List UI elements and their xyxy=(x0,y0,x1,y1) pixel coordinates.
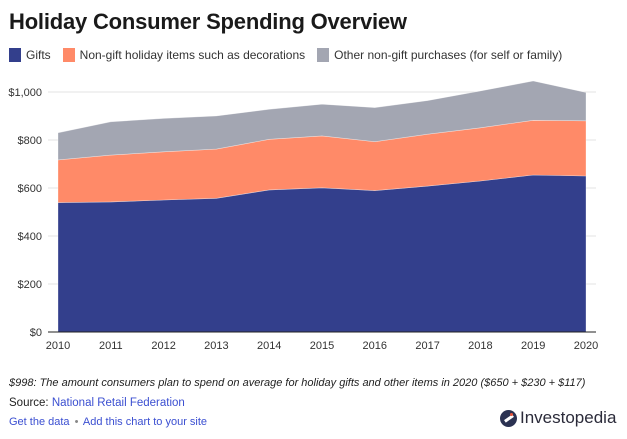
x-tick-label: 2017 xyxy=(415,340,439,352)
add-chart-link[interactable]: Add this chart to your site xyxy=(82,416,208,428)
footer-links: Get the data • Add this chart to your si… xyxy=(9,416,207,428)
x-tick-label: 2014 xyxy=(257,340,281,352)
source-link[interactable]: National Retail Federation xyxy=(51,397,185,409)
source-line: Source: National Retail Federation xyxy=(9,397,185,409)
stacked-areas xyxy=(57,80,587,333)
x-tick-label: 2010 xyxy=(46,340,70,352)
legend-swatch-non-gift xyxy=(62,48,75,62)
legend-label-gifts: Gifts xyxy=(26,48,51,62)
legend-label-non-gift: Non-gift holiday items such as decoratio… xyxy=(79,48,306,62)
y-tick-label: $1,000 xyxy=(8,87,42,99)
x-tick-label: 2018 xyxy=(468,340,492,352)
legend-item-gifts: Gifts xyxy=(9,48,51,62)
x-tick-label: 2011 xyxy=(99,340,123,352)
chart-title: Holiday Consumer Spending Overview xyxy=(9,9,407,34)
y-tick-labels: $0 $200 $400 $600 $800 $1,000 xyxy=(8,87,42,339)
investopedia-logo-icon xyxy=(500,409,517,427)
legend-label-other: Other non-gift purchases (for self or fa… xyxy=(334,48,563,62)
x-tick-label: 2019 xyxy=(521,340,545,352)
area-other-purchases xyxy=(57,80,587,161)
brand-logo: Investopedia xyxy=(500,408,616,428)
x-tick-label: 2020 xyxy=(574,340,598,352)
x-tick-label: 2012 xyxy=(151,340,175,352)
source-label: Source: xyxy=(9,397,52,409)
legend-item-other: Other non-gift purchases (for self or fa… xyxy=(317,48,562,62)
x-tick-labels: 2010 2011 2012 2013 2014 2015 2016 2017 2018 2019… xyxy=(46,340,598,352)
legend-swatch-gifts xyxy=(9,48,21,62)
x-tick-label: 2015 xyxy=(310,340,334,352)
legend-item-non-gift: Non-gift holiday items such as decoratio… xyxy=(62,48,306,62)
get-data-link[interactable]: Get the data xyxy=(9,416,70,428)
y-tick-label: $800 xyxy=(18,135,42,147)
x-tick-label: 2016 xyxy=(363,340,387,352)
footnote: $998: The amount consumers plan to spend… xyxy=(9,377,586,389)
legend: Gifts Non-gift holiday items such as dec… xyxy=(9,48,574,62)
y-tick-label: $0 xyxy=(30,327,42,339)
x-tick-label: 2013 xyxy=(204,340,228,352)
brand-name: Investopedia xyxy=(520,408,617,427)
y-tick-label: $400 xyxy=(18,231,42,243)
separator: • xyxy=(74,416,79,428)
y-tick-label: $200 xyxy=(18,279,42,291)
legend-swatch-other xyxy=(317,48,330,62)
y-tick-label: $600 xyxy=(18,183,42,195)
